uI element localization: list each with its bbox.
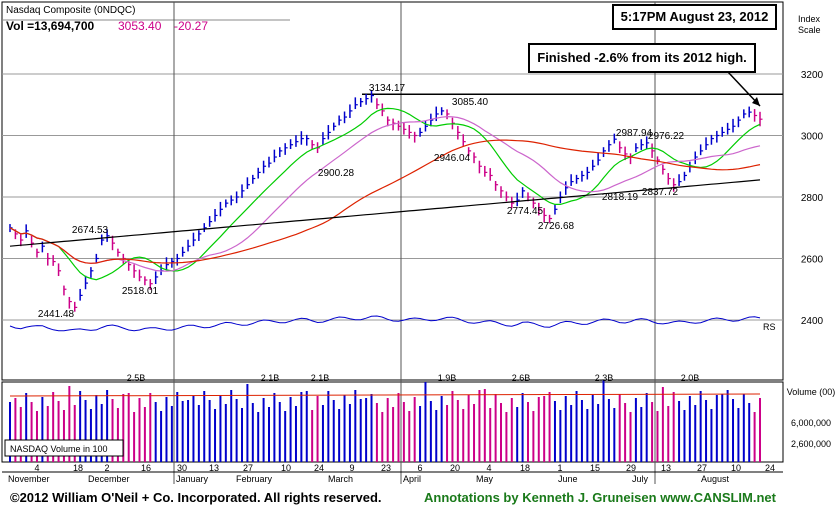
x-day-label: 27: [243, 463, 253, 473]
x-day-label: 20: [450, 463, 460, 473]
price-label: 3085.40: [452, 97, 489, 108]
volume-peak-label: 1.9B: [438, 373, 457, 383]
price-readout: 3053.40: [118, 19, 162, 33]
volume-legend-box: [4, 439, 124, 457]
annotation-arrowhead: [752, 97, 760, 106]
volume-legend-text: NASDAQ Volume in 100: [10, 444, 108, 454]
volume-avg-line: [9, 393, 761, 397]
ma-50-line: [9, 139, 761, 264]
volume-bars: [9, 380, 761, 462]
volume-peak-label: 2.6B: [512, 373, 531, 383]
x-month-label: November: [8, 474, 50, 484]
price-label: 2837.72: [642, 187, 679, 198]
x-month-label: August: [701, 474, 730, 484]
price-tick-label: 2800: [801, 193, 824, 204]
timestamp-text: 5:17PM August 23, 2012: [620, 9, 769, 24]
x-month-label: April: [403, 474, 421, 484]
x-day-label: 24: [765, 463, 775, 473]
x-day-label: 10: [281, 463, 291, 473]
price-label: 2976.22: [648, 131, 685, 142]
price-volume-chart: 2400 2600 2800 3000 3200 RS 2674.53 2441.48 2518…: [1, 1, 836, 484]
credit-text: Annotations by Kenneth J. Gruneisen www.…: [424, 490, 776, 505]
x-day-label: 23: [381, 463, 391, 473]
volume-peak-label: 2.1B: [311, 373, 330, 383]
x-month-label: May: [476, 474, 494, 484]
x-day-label: 4: [486, 463, 491, 473]
x-day-label: 29: [626, 463, 636, 473]
x-day-label: 24: [314, 463, 324, 473]
index-scale-label: Scale: [798, 25, 821, 35]
rs-label: RS: [763, 322, 776, 332]
volume-tick-label: 6,000,000: [791, 418, 831, 428]
volume-peak-label: 2.3B: [595, 373, 614, 383]
price-label: 2818.19: [602, 192, 639, 203]
x-day-label: 18: [73, 463, 83, 473]
price-label: 2987.94: [616, 128, 653, 139]
volume-axis-label: Volume (00): [787, 387, 836, 397]
x-day-label: 6: [417, 463, 422, 473]
x-day-label: 10: [731, 463, 741, 473]
price-bars: [9, 89, 763, 312]
price-tick-label: 3200: [801, 70, 824, 81]
x-day-label: 1: [557, 463, 562, 473]
x-day-label: 9: [349, 463, 354, 473]
volume-peak-label: 2.1B: [261, 373, 280, 383]
ma-10-line: [9, 107, 761, 281]
change-readout: -20.27: [174, 19, 208, 33]
x-day-label: 30: [177, 463, 187, 473]
price-tick-label: 2400: [801, 316, 824, 327]
x-day-label: 15: [590, 463, 600, 473]
annotation-text: Finished -2.6% from its 2012 high.: [537, 50, 747, 65]
x-day-label: 4: [34, 463, 39, 473]
timestamp-box: 5:17PM August 23, 2012: [612, 4, 777, 30]
rs-line: [9, 315, 761, 332]
price-tick-label: 2600: [801, 255, 824, 266]
volume-readout: Vol =13,694,700: [6, 19, 95, 33]
x-day-label: 13: [209, 463, 219, 473]
x-month-label: December: [88, 474, 130, 484]
price-label: 2726.68: [538, 221, 575, 232]
price-label: 2900.28: [318, 168, 355, 179]
x-day-label: 13: [661, 463, 671, 473]
annotation-box: Finished -2.6% from its 2012 high.: [528, 43, 756, 73]
price-label: 3134.17: [369, 83, 406, 94]
index-scale-label: Index: [798, 14, 821, 24]
chart-title: Nasdaq Composite (0NDQC): [6, 5, 136, 16]
x-month-label: February: [236, 474, 273, 484]
ma-200-line: [9, 179, 761, 247]
x-day-label: 18: [520, 463, 530, 473]
x-day-label: 2: [104, 463, 109, 473]
price-label: 2441.48: [38, 309, 75, 320]
x-month-label: March: [328, 474, 353, 484]
volume-tick-label: 2,600,000: [791, 439, 831, 449]
ma-21-line: [9, 115, 761, 272]
x-day-label: 16: [141, 463, 151, 473]
volume-peak-label: 2.5B: [127, 373, 146, 383]
volume-peak-label: 2.0B: [681, 373, 700, 383]
copyright-text: ©2012 William O'Neil + Co. Incorporated.…: [10, 490, 382, 505]
x-month-label: June: [558, 474, 578, 484]
price-label: 2674.53: [72, 225, 109, 236]
x-month-label: January: [176, 474, 209, 484]
price-label: 2774.45: [507, 206, 544, 217]
price-label: 2946.04: [434, 153, 471, 164]
x-day-label: 27: [697, 463, 707, 473]
price-label: 2518.01: [122, 286, 159, 297]
x-month-label: July: [632, 474, 649, 484]
price-tick-label: 3000: [801, 132, 824, 143]
